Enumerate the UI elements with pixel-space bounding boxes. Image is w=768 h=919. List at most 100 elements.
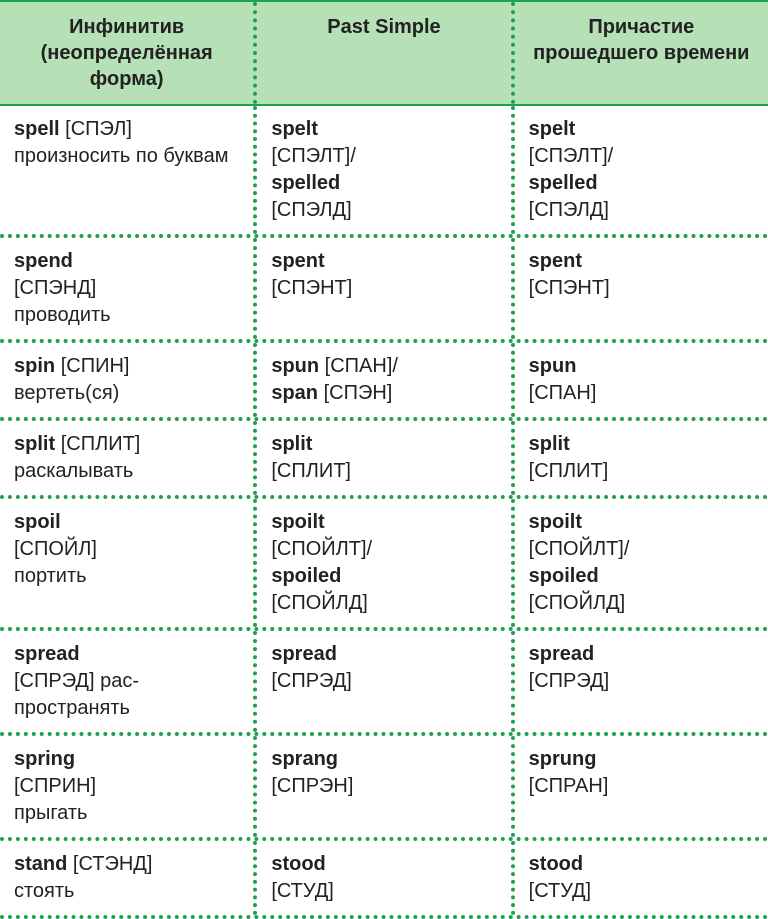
trans: портить xyxy=(14,565,87,587)
cell-past-simple: stood [СТУД] xyxy=(253,841,510,915)
word: split xyxy=(529,433,570,455)
pron: [СПЭНД] xyxy=(14,277,96,299)
trans: произносить по буквам xyxy=(14,145,228,167)
pron: [СПАН] xyxy=(529,382,597,404)
header-infinitive: Инфинитив (неопределённая форма) xyxy=(0,2,253,104)
cell-participle: spoilt [СПОЙЛТ]/ spoiled [СПОЙЛД] xyxy=(511,499,768,627)
verb-table: Инфинитив (неопределённая форма) Past Si… xyxy=(0,0,768,919)
cell-participle: split [СПЛИТ] xyxy=(511,421,768,495)
pron: [СПЭНТ] xyxy=(271,277,352,299)
word: stand xyxy=(14,853,67,875)
word: spelled xyxy=(529,172,598,194)
word: stood xyxy=(271,853,325,875)
table-row: stand [СТЭНД] стоять stood [СТУД] stood … xyxy=(0,841,768,919)
pron: [СПОЙЛД] xyxy=(529,592,626,614)
trans: раскалывать xyxy=(14,460,133,482)
cell-infinitive: spin [СПИН] вертеть(ся) xyxy=(0,343,253,417)
pron: [СТУД] xyxy=(529,880,591,902)
trans: стоять xyxy=(14,880,74,902)
pron: [СТУД] xyxy=(271,880,333,902)
pron: [СПРЭД] xyxy=(14,670,95,692)
cell-participle: spread [СПРЭД] xyxy=(511,631,768,732)
pron: [СПОЙЛТ]/ xyxy=(271,538,372,560)
pron: [СТЭНД] xyxy=(73,853,152,875)
word: split xyxy=(271,433,312,455)
trans-hyphen: рас- xyxy=(100,670,139,692)
word: spoil xyxy=(14,511,61,533)
cell-infinitive: spell [СПЭЛ] произносить по буквам xyxy=(0,106,253,234)
cell-participle: spelt [СПЭЛТ]/ spelled [СПЭЛД] xyxy=(511,106,768,234)
pron: [СПРЭН] xyxy=(271,775,353,797)
word: spoilt xyxy=(529,511,582,533)
cell-participle: stood [СТУД] xyxy=(511,841,768,915)
cell-infinitive: split [СПЛИТ] раскалывать xyxy=(0,421,253,495)
pron: [СПОЙЛД] xyxy=(271,592,368,614)
cell-infinitive: spread [СПРЭД] рас- пространять xyxy=(0,631,253,732)
table-row: split [СПЛИТ] раскалывать split [СПЛИТ] … xyxy=(0,421,768,499)
table-row: spell [СПЭЛ] произносить по буквам spelt… xyxy=(0,106,768,238)
pron: [СПРЭД] xyxy=(529,670,610,692)
cell-past-simple: spread [СПРЭД] xyxy=(253,631,510,732)
trans: вертеть(ся) xyxy=(14,382,119,404)
cell-past-simple: spelt [СПЭЛТ]/ spelled [СПЭЛД] xyxy=(253,106,510,234)
pron: [СПЭЛТ]/ xyxy=(271,145,356,167)
cell-participle: spun [СПАН] xyxy=(511,343,768,417)
pron: [СПОЙЛТ]/ xyxy=(529,538,630,560)
word: spelt xyxy=(529,118,576,140)
pron: [СПРИН] xyxy=(14,775,96,797)
pron: [СПЭЛ] xyxy=(65,118,132,140)
table-header-row: Инфинитив (неопределённая форма) Past Si… xyxy=(0,0,768,106)
pron: [СПЛИТ] xyxy=(271,460,351,482)
pron: [СПЭЛД] xyxy=(271,199,351,221)
word: stood xyxy=(529,853,583,875)
pron: [СПРАН] xyxy=(529,775,609,797)
word: spent xyxy=(271,250,324,272)
table-row: spin [СПИН] вертеть(ся) spun [СПАН]/ spa… xyxy=(0,343,768,421)
trans: проводить xyxy=(14,304,111,326)
word: sprung xyxy=(529,748,597,770)
pron: [СПЭН] xyxy=(324,382,393,404)
cell-infinitive: spoil [СПОЙЛ] портить xyxy=(0,499,253,627)
cell-past-simple: spoilt [СПОЙЛТ]/ spoiled [СПОЙЛД] xyxy=(253,499,510,627)
word: span xyxy=(271,382,318,404)
pron: [СПИН] xyxy=(61,355,130,377)
word: spun xyxy=(529,355,577,377)
table-row: spread [СПРЭД] рас- пространять spread [… xyxy=(0,631,768,736)
cell-infinitive: spring [СПРИН] прыгать xyxy=(0,736,253,837)
table-row: spend [СПЭНД] проводить spent [СПЭНТ] sp… xyxy=(0,238,768,343)
word: spent xyxy=(529,250,582,272)
word: spoiled xyxy=(529,565,599,587)
word: spun xyxy=(271,355,319,377)
table-row: spoil [СПОЙЛ] портить spoilt [СПОЙЛТ]/ s… xyxy=(0,499,768,631)
trans: прыгать xyxy=(14,802,87,824)
cell-past-simple: split [СПЛИТ] xyxy=(253,421,510,495)
word: spin xyxy=(14,355,55,377)
word: spring xyxy=(14,748,75,770)
pron: [СПЭНТ] xyxy=(529,277,610,299)
word: split xyxy=(14,433,55,455)
pron: [СПРЭД] xyxy=(271,670,352,692)
word: spread xyxy=(14,643,80,665)
word: spend xyxy=(14,250,73,272)
pron: [СПАН]/ xyxy=(325,355,398,377)
pron: [СПЛИТ] xyxy=(61,433,141,455)
table-row: spring [СПРИН] прыгать sprang [СПРЭН] sp… xyxy=(0,736,768,841)
trans: пространять xyxy=(14,697,130,719)
word: spoiled xyxy=(271,565,341,587)
word: spoilt xyxy=(271,511,324,533)
header-past-participle: Причастие прошедшего времени xyxy=(511,2,768,104)
word: spelt xyxy=(271,118,318,140)
cell-participle: spent [СПЭНТ] xyxy=(511,238,768,339)
cell-infinitive: stand [СТЭНД] стоять xyxy=(0,841,253,915)
cell-past-simple: sprang [СПРЭН] xyxy=(253,736,510,837)
cell-past-simple: spun [СПАН]/ span [СПЭН] xyxy=(253,343,510,417)
word: spelled xyxy=(271,172,340,194)
cell-participle: sprung [СПРАН] xyxy=(511,736,768,837)
header-past-simple: Past Simple xyxy=(253,2,510,104)
pron: [СПОЙЛ] xyxy=(14,538,97,560)
word: sprang xyxy=(271,748,338,770)
word: spread xyxy=(529,643,595,665)
cell-infinitive: spend [СПЭНД] проводить xyxy=(0,238,253,339)
pron: [СПЭЛД] xyxy=(529,199,609,221)
pron: [СПЛИТ] xyxy=(529,460,609,482)
